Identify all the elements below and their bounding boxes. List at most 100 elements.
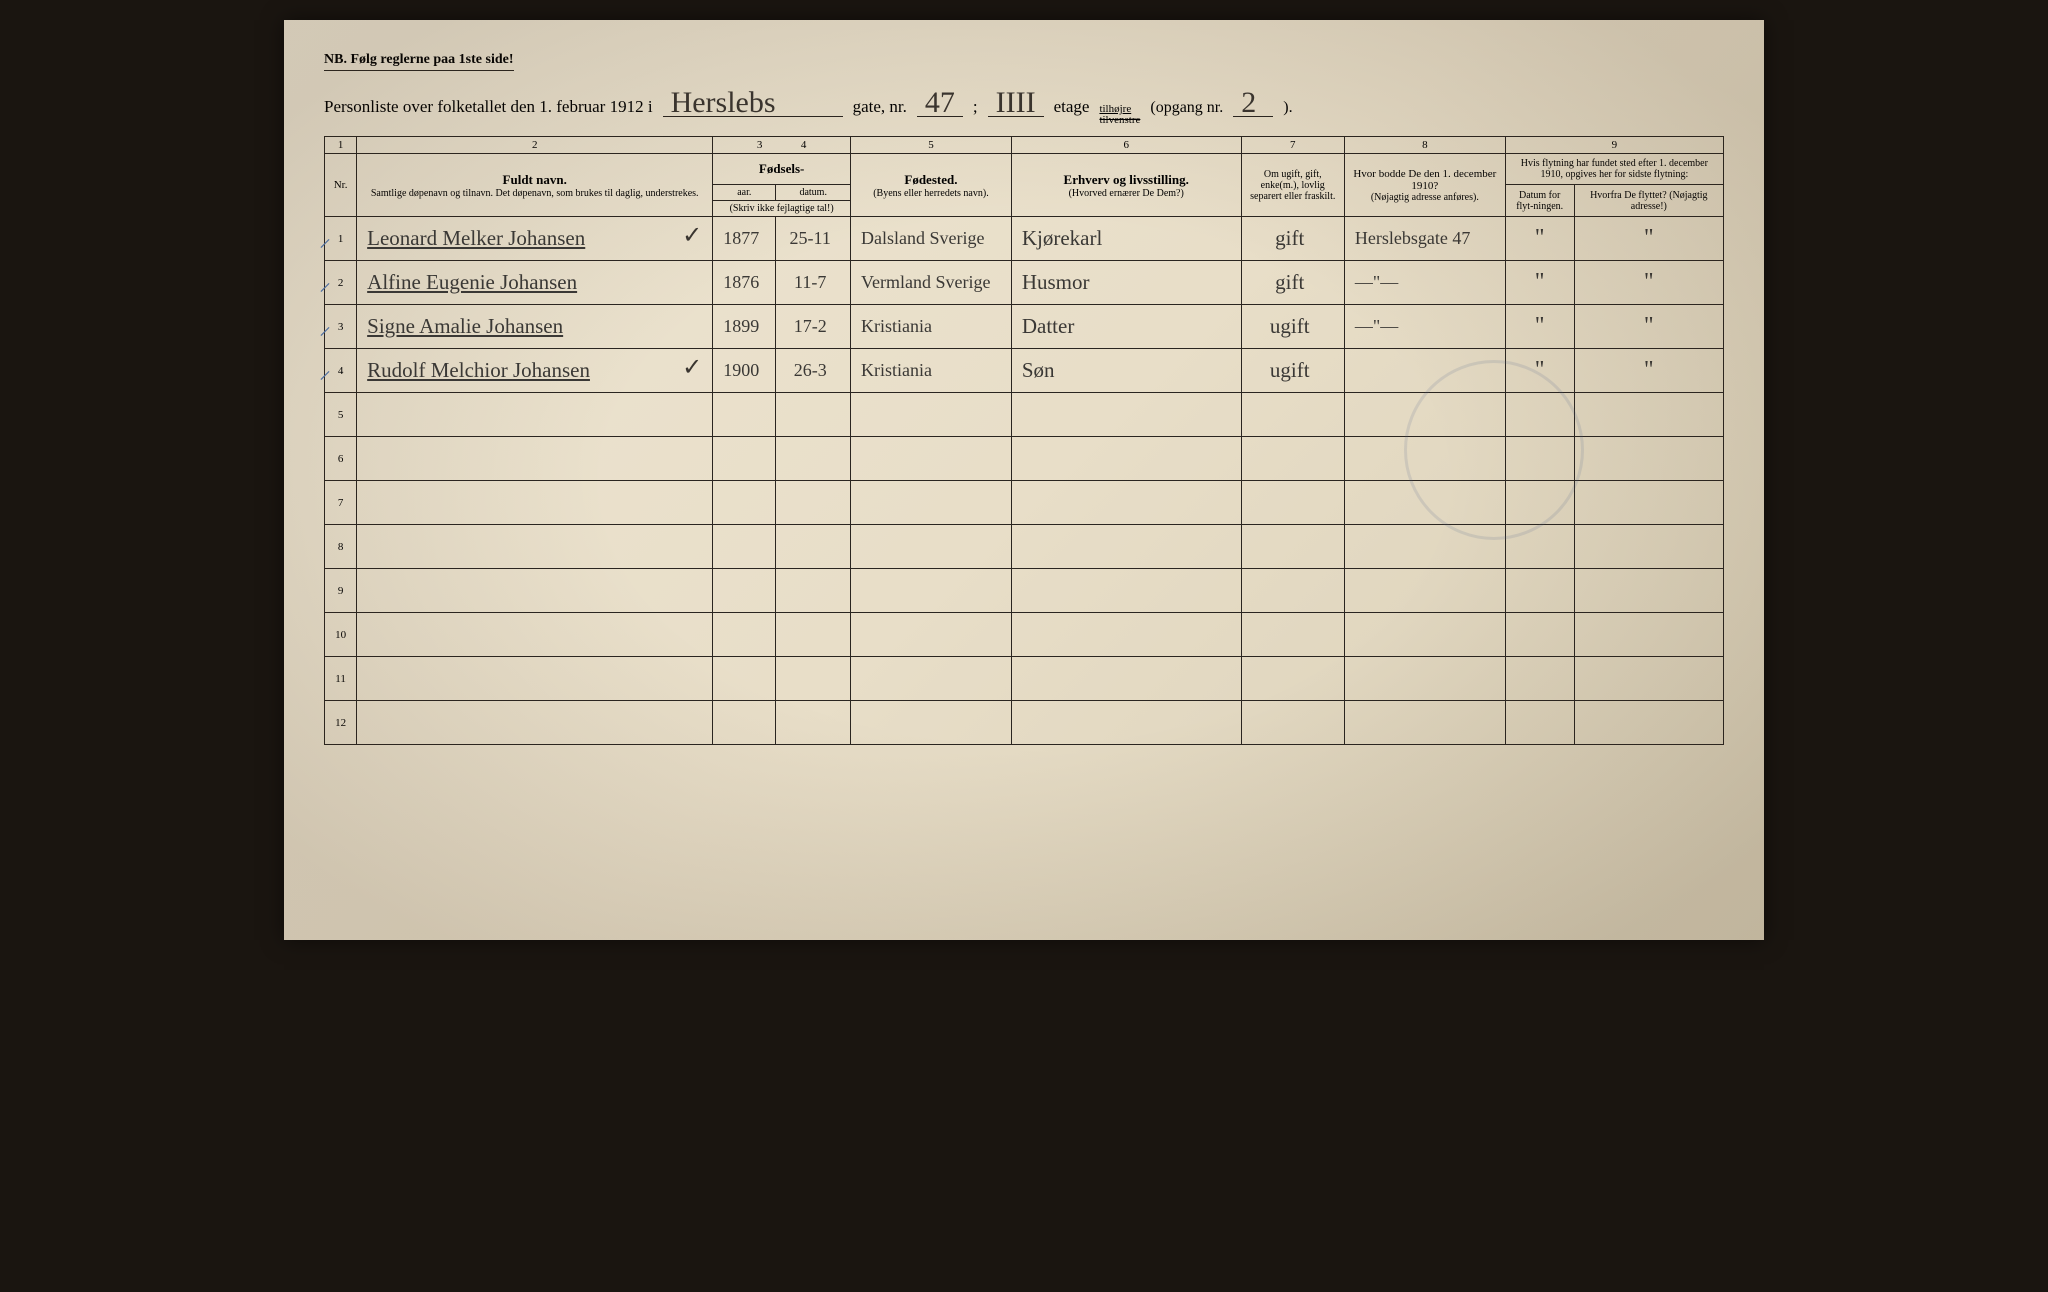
- colnum-9: 9: [1505, 137, 1723, 154]
- cell-flyt-datum: ": [1505, 217, 1574, 261]
- cell-flyt-datum: [1505, 569, 1574, 613]
- cell-fodested: [851, 613, 1012, 657]
- cell-nr: 5: [325, 393, 357, 437]
- cell-erhverv: Datter: [1011, 305, 1241, 349]
- cell-status: gift: [1241, 217, 1344, 261]
- col-datum: datum.: [776, 185, 851, 201]
- cell-status: [1241, 613, 1344, 657]
- cell-datum: [776, 393, 851, 437]
- cell-aar: 1900: [713, 349, 776, 393]
- column-number-row: 1 2 3 4 5 6 7 8 9: [325, 137, 1724, 154]
- cell-navn: [357, 481, 713, 525]
- cell-status: [1241, 569, 1344, 613]
- cell-bopel: [1344, 613, 1505, 657]
- cell-fodested: Dalsland Sverige: [851, 217, 1012, 261]
- semicolon: ;: [973, 97, 978, 117]
- cell-erhverv: [1011, 437, 1241, 481]
- cell-bopel: —"—: [1344, 305, 1505, 349]
- cell-hvorfra: [1574, 701, 1723, 745]
- cell-bopel: [1344, 701, 1505, 745]
- col-status: Om ugift, gift, enke(m.), lovlig separer…: [1241, 154, 1344, 217]
- cell-nr: 9: [325, 569, 357, 613]
- cell-erhverv: [1011, 481, 1241, 525]
- header-nb: NB. Følg reglerne paa 1ste side!: [324, 52, 514, 71]
- cell-erhverv: [1011, 525, 1241, 569]
- table-row-empty: 8: [325, 525, 1724, 569]
- cell-datum: [776, 657, 851, 701]
- table-row: ⸝1Leonard Melker Johansen✓187725-11Dalsl…: [325, 217, 1724, 261]
- census-document: NB. Følg reglerne paa 1ste side! Personl…: [284, 20, 1764, 940]
- cell-flyt-datum: [1505, 481, 1574, 525]
- cell-nr: ⸝3: [325, 305, 357, 349]
- gate-nr-field: 47: [917, 89, 963, 117]
- cell-navn: Leonard Melker Johansen✓: [357, 217, 713, 261]
- cell-fodested: [851, 657, 1012, 701]
- cell-status: [1241, 437, 1344, 481]
- cell-bopel: [1344, 393, 1505, 437]
- cell-fodested: [851, 481, 1012, 525]
- cell-bopel: [1344, 569, 1505, 613]
- cell-datum: 26-3: [776, 349, 851, 393]
- cell-aar: 1877: [713, 217, 776, 261]
- cell-flyt-datum: [1505, 613, 1574, 657]
- opgang-label: (opgang nr.: [1150, 99, 1223, 117]
- cell-navn: Alfine Eugenie Johansen: [357, 261, 713, 305]
- col-fodested: Fødested. (Byens eller herredets navn).: [851, 154, 1012, 217]
- table-row: ⸝3Signe Amalie Johansen189917-2Kristiani…: [325, 305, 1724, 349]
- cell-fodested: [851, 701, 1012, 745]
- cell-fodested: [851, 393, 1012, 437]
- title-prefix: Personliste over folketallet den 1. febr…: [324, 97, 653, 117]
- cell-status: [1241, 481, 1344, 525]
- cell-status: [1241, 657, 1344, 701]
- tilvenstre-label: tilvenstre: [1099, 115, 1140, 126]
- cell-flyt-datum: [1505, 525, 1574, 569]
- cell-navn: Signe Amalie Johansen: [357, 305, 713, 349]
- cell-datum: [776, 525, 851, 569]
- cell-nr: 7: [325, 481, 357, 525]
- cell-aar: [713, 525, 776, 569]
- cell-flyt-datum: [1505, 393, 1574, 437]
- header-title-row: Personliste over folketallet den 1. febr…: [324, 89, 1724, 126]
- col-hvorfra: Hvorfra De flyttet? (Nøjagtig adresse!): [1574, 185, 1723, 217]
- cell-fodested: [851, 569, 1012, 613]
- side-labels: tilhøjre tilvenstre: [1099, 104, 1140, 126]
- cell-nr: ⸝1: [325, 217, 357, 261]
- cell-aar: [713, 393, 776, 437]
- cell-navn: [357, 393, 713, 437]
- cell-hvorfra: [1574, 657, 1723, 701]
- table-row-empty: 11: [325, 657, 1724, 701]
- table-row-empty: 10: [325, 613, 1724, 657]
- table-row-empty: 6: [325, 437, 1724, 481]
- cell-aar: [713, 613, 776, 657]
- cell-hvorfra: [1574, 393, 1723, 437]
- cell-navn: [357, 525, 713, 569]
- cell-flyt-datum: [1505, 437, 1574, 481]
- cell-status: [1241, 393, 1344, 437]
- cell-nr: 12: [325, 701, 357, 745]
- cell-erhverv: [1011, 393, 1241, 437]
- cell-hvorfra: [1574, 525, 1723, 569]
- cell-datum: 11-7: [776, 261, 851, 305]
- cell-aar: 1899: [713, 305, 776, 349]
- table-row: ⸝4Rudolf Melchior Johansen✓190026-3Krist…: [325, 349, 1724, 393]
- cell-fodested: Kristiania: [851, 305, 1012, 349]
- col-bopel: Hvor bodde De den 1. december 1910? (Nøj…: [1344, 154, 1505, 217]
- colnum-2: 2: [357, 137, 713, 154]
- table-row-empty: 5: [325, 393, 1724, 437]
- cell-hvorfra: ": [1574, 261, 1723, 305]
- cell-erhverv: Søn: [1011, 349, 1241, 393]
- street-name-field: Herslebs: [663, 89, 843, 117]
- data-rows-body: ⸝1Leonard Melker Johansen✓187725-11Dalsl…: [325, 217, 1724, 393]
- cell-hvorfra: [1574, 437, 1723, 481]
- cell-datum: 25-11: [776, 217, 851, 261]
- cell-nr: 11: [325, 657, 357, 701]
- colnum-1: 1: [325, 137, 357, 154]
- navn-sub: Samtlige døpenavn og tilnavn. Det døpena…: [363, 188, 706, 199]
- cell-navn: [357, 569, 713, 613]
- etage-label: etage: [1054, 97, 1090, 117]
- cell-hvorfra: ": [1574, 305, 1723, 349]
- cell-aar: [713, 569, 776, 613]
- cell-datum: [776, 481, 851, 525]
- cell-erhverv: [1011, 701, 1241, 745]
- cell-bopel: Herslebsgate 47: [1344, 217, 1505, 261]
